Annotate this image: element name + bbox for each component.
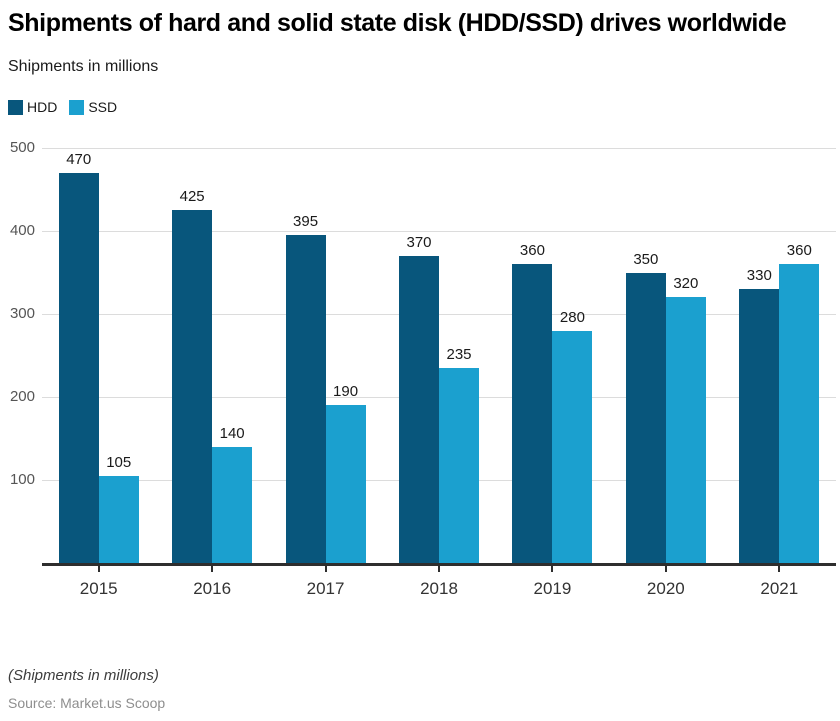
bar-value-label-ssd-2019: 280	[559, 308, 585, 326]
bar-hdd-2015	[58, 172, 99, 563]
gridline-400	[42, 231, 836, 232]
legend-swatch-ssd-icon	[69, 99, 85, 115]
bar-ssd-2019	[552, 330, 593, 563]
x-tick-label-2019: 2019	[533, 579, 572, 598]
chart-footer: (Shipments in millions) Source: Market.u…	[8, 666, 165, 712]
x-tick-2017	[324, 566, 327, 572]
x-tick-label-2016: 2016	[193, 579, 232, 598]
y-tick-label-100: 100	[9, 471, 35, 488]
bar-hdd-2021	[739, 289, 780, 563]
bar-value-label-ssd-2017: 190	[333, 383, 359, 401]
chart-legend: HDD SSD	[8, 97, 840, 117]
bar-ssd-2020	[665, 297, 706, 563]
x-tick-2016	[211, 566, 214, 572]
bar-value-label-hdd-2019: 360	[519, 242, 545, 260]
x-tick-label-2020: 2020	[646, 579, 685, 598]
bar-ssd-2016	[212, 446, 253, 563]
x-tick-2020	[664, 566, 667, 572]
legend-label-hdd: HDD	[27, 99, 58, 115]
bar-value-label-ssd-2016: 140	[219, 424, 245, 442]
page-title: Shipments of hard and solid state disk (…	[8, 9, 787, 37]
bar-value-label-ssd-2018: 235	[446, 345, 472, 363]
legend-item-hdd: HDD	[8, 99, 57, 115]
bar-value-label-hdd-2017: 395	[293, 213, 319, 231]
bar-hdd-2017	[285, 235, 326, 563]
x-tick-2019	[551, 566, 554, 572]
bar-value-label-hdd-2015: 470	[66, 150, 92, 168]
legend-item-ssd: SSD	[69, 99, 117, 115]
bar-value-label-hdd-2016: 425	[179, 188, 205, 206]
bar-hdd-2020	[625, 272, 666, 563]
x-tick-label-2017: 2017	[306, 579, 345, 598]
bar-value-label-ssd-2021: 360	[786, 242, 812, 260]
x-tick-label-2018: 2018	[420, 579, 458, 598]
bar-value-label-ssd-2015: 105	[106, 453, 132, 471]
x-tick-label-2015: 2015	[79, 579, 118, 598]
bar-chart: 100 200 300 400 500 2015 470 105 2016 425 140 2017 3…	[10, 139, 836, 598]
plot-area: 100 200 300 400 500 2015 470 105 2016 425 140 2017 3…	[10, 139, 836, 598]
x-tick-2021	[778, 566, 781, 572]
bar-ssd-2021	[779, 264, 820, 563]
bar-value-label-ssd-2020: 320	[673, 275, 699, 293]
y-tick-label-500: 500	[9, 139, 35, 156]
bar-value-label-hdd-2018: 370	[406, 233, 432, 251]
legend-label-ssd: SSD	[88, 99, 118, 115]
bar-hdd-2016	[172, 210, 213, 563]
gridline-500	[42, 148, 836, 149]
gridline-300	[42, 314, 836, 315]
bar-value-label-hdd-2020: 350	[633, 250, 659, 268]
bar-hdd-2018	[399, 255, 439, 563]
legend-swatch-hdd-icon	[8, 99, 23, 115]
bar-hdd-2019	[512, 264, 553, 563]
footer-source: Source: Market.us Scoop	[8, 695, 166, 711]
x-tick-label-2021: 2021	[760, 579, 799, 598]
bar-value-label-hdd-2021: 330	[746, 267, 772, 285]
chart-card: Shipments of hard and solid state disk (…	[0, 6, 840, 721]
footer-note: (Shipments in millions)	[8, 667, 159, 684]
y-tick-label-400: 400	[9, 222, 35, 239]
bar-ssd-2017	[325, 405, 366, 563]
chart-subtitle: Shipments in millions	[8, 58, 159, 75]
bar-ssd-2018	[439, 367, 479, 563]
y-tick-label-300: 300	[9, 305, 35, 322]
bar-ssd-2015	[98, 475, 139, 563]
x-tick-2018	[438, 566, 440, 572]
x-tick-2015	[97, 566, 100, 572]
y-tick-label-200: 200	[9, 388, 35, 405]
